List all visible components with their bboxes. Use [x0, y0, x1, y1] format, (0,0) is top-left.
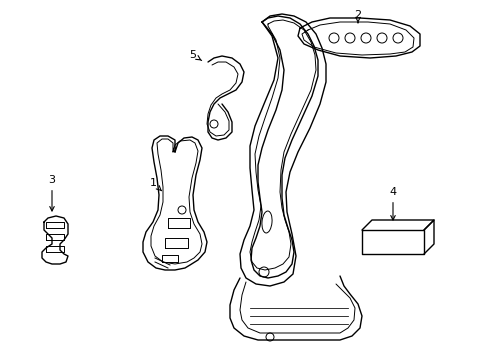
Text: 5: 5	[189, 50, 201, 60]
Text: 3: 3	[48, 175, 55, 211]
Text: 2: 2	[354, 10, 361, 23]
Text: 4: 4	[388, 187, 396, 220]
Text: 1: 1	[149, 178, 161, 191]
